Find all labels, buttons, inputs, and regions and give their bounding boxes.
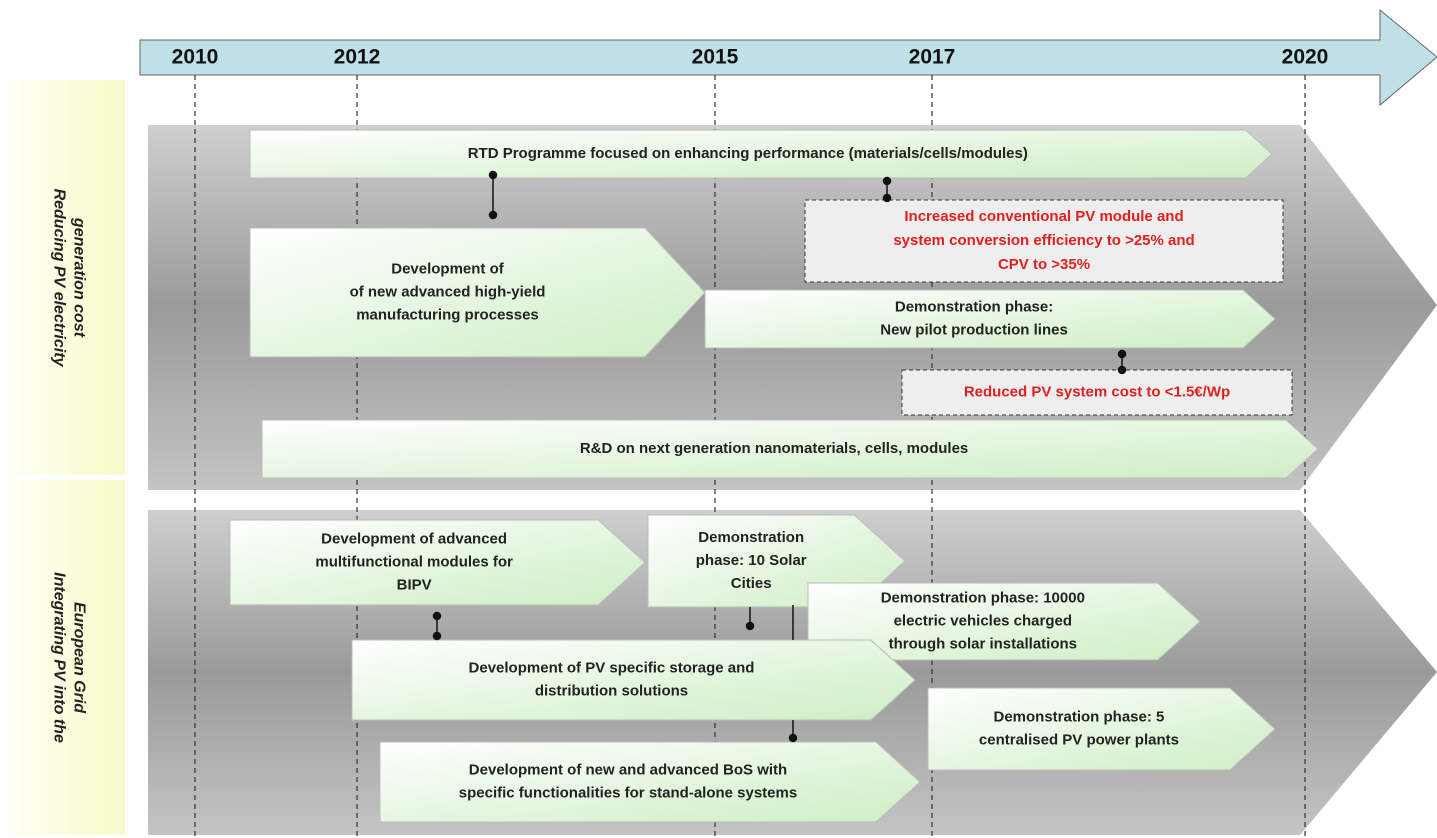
year-label: 2015 [692,46,739,69]
year-label: 2010 [172,46,219,69]
box-text: RTD Programme focused on enhancing perfo… [468,145,1028,162]
box-text: Development of new and advanced BoS with [469,761,787,778]
section-label: Integrating PV into the [50,572,67,743]
box-text: BIPV [397,576,432,593]
timeline-arrow [139,8,1437,107]
milestone-box [804,199,1284,283]
section-label-bg [12,80,125,475]
activity-arrow [229,519,646,606]
year-label: 2020 [1282,46,1329,69]
box-text: specific functionalities for stand-alone… [459,784,797,801]
activity-arrow [249,129,1273,179]
box-text: Cities [731,575,772,592]
section-label: generation cost [70,217,87,338]
box-text: Demonstration phase: 5 [994,708,1165,725]
milestone-box [901,369,1293,416]
activity-arrow [249,227,706,358]
box-text: Development of PV specific storage and [469,659,755,676]
section-label: Reducing PV electricity [50,189,67,368]
box-text: Demonstration phase: 10000 [881,589,1085,606]
box-text: New pilot production lines [880,321,1068,338]
shapes [229,129,1319,823]
box-text: Demonstration [698,529,804,546]
box-text: Development of [391,260,505,277]
connectors [432,170,1127,743]
box-text: distribution solutions [535,682,688,699]
activity-arrow [379,741,921,823]
box-text: multifunctional modules for [315,553,513,570]
box-text: manufacturing processes [356,306,539,323]
box-text: R&D on next generation nanomaterials, ce… [580,440,968,457]
box-text: Development of advanced [321,530,507,547]
box-text: Increased conventional PV module and [904,208,1183,225]
box-text: centralised PV power plants [979,731,1179,748]
box-text: of new advanced high-yield [350,283,546,300]
box-text: system conversion efficiency to >25% and [893,232,1194,249]
year-label: 2017 [909,46,956,69]
box-text: Reduced PV system cost to <1.5€/Wp [964,383,1230,400]
activity-arrow [927,687,1276,771]
box-text: phase: 10 Solar [696,552,807,569]
activity-arrow [351,639,916,721]
box-text: CPV to >35% [998,256,1090,273]
activity-arrow [261,419,1319,479]
box-text: electric vehicles charged [894,612,1072,629]
activity-arrow [704,289,1276,349]
section-label: European Grid [70,602,87,714]
year-label: 2012 [334,46,381,69]
section-label-bg [12,480,125,835]
box-text: through solar installations [889,635,1077,652]
box-text: Demonstration phase: [895,298,1053,315]
